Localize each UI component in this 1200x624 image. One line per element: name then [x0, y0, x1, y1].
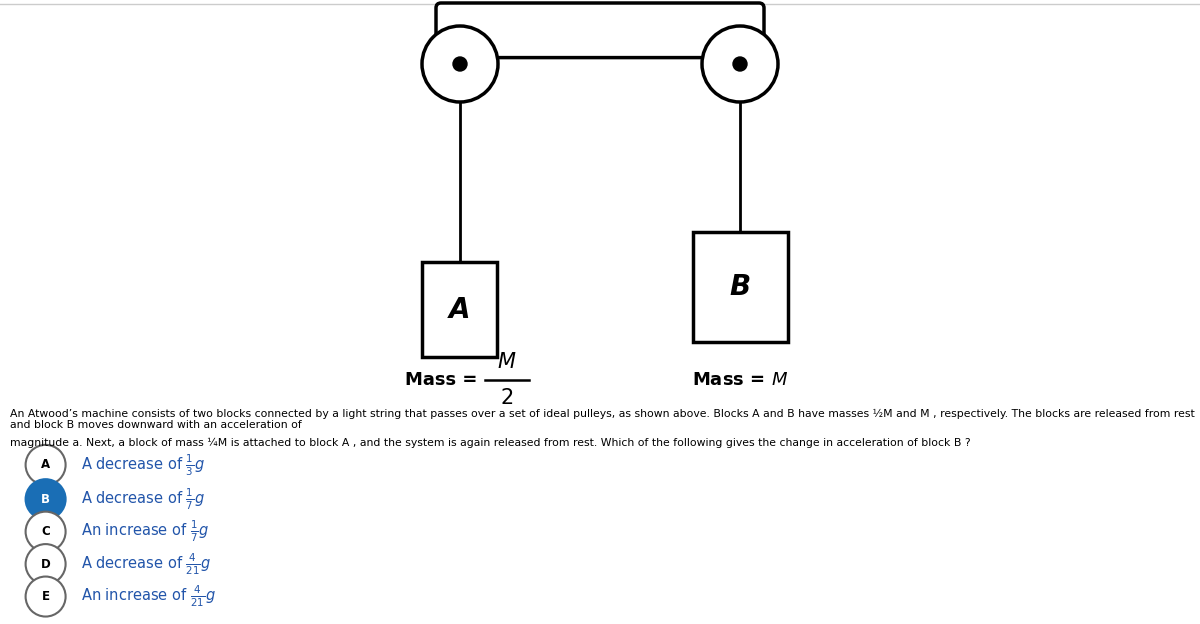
- Text: C: C: [41, 525, 50, 538]
- Text: B: B: [41, 493, 50, 505]
- Text: A decrease of $\frac{4}{21}g$: A decrease of $\frac{4}{21}g$: [80, 552, 211, 577]
- Circle shape: [25, 577, 66, 617]
- Text: A: A: [41, 459, 50, 471]
- Text: An increase of $\frac{1}{7}g$: An increase of $\frac{1}{7}g$: [80, 519, 209, 544]
- Text: Mass =: Mass =: [406, 371, 484, 389]
- Circle shape: [25, 544, 66, 584]
- Circle shape: [25, 512, 66, 552]
- Circle shape: [702, 26, 778, 102]
- Text: magnitude a. Next, a block of mass ¼M is attached to block A , and the system is: magnitude a. Next, a block of mass ¼M is…: [10, 438, 971, 448]
- Text: Mass = $\mathit{M}$: Mass = $\mathit{M}$: [692, 371, 788, 389]
- Circle shape: [25, 479, 66, 519]
- Circle shape: [733, 57, 746, 71]
- Text: $\mathit{M}$: $\mathit{M}$: [497, 352, 517, 372]
- Bar: [692, 232, 787, 342]
- FancyBboxPatch shape: [436, 3, 764, 57]
- Circle shape: [25, 445, 66, 485]
- Text: 2: 2: [500, 388, 514, 408]
- Circle shape: [422, 26, 498, 102]
- Text: B: B: [730, 273, 750, 301]
- Text: E: E: [42, 590, 49, 603]
- Bar: [422, 262, 498, 357]
- Text: An Atwood’s machine consists of two blocks connected by a light string that pass: An Atwood’s machine consists of two bloc…: [10, 409, 1194, 431]
- Text: A decrease of $\frac{1}{7}g$: A decrease of $\frac{1}{7}g$: [80, 487, 205, 512]
- Text: A: A: [449, 296, 470, 323]
- Circle shape: [454, 57, 467, 71]
- Text: D: D: [41, 558, 50, 570]
- Text: An increase of $\frac{4}{21}g$: An increase of $\frac{4}{21}g$: [80, 584, 216, 609]
- Text: A decrease of $\frac{1}{3}g$: A decrease of $\frac{1}{3}g$: [80, 452, 205, 477]
